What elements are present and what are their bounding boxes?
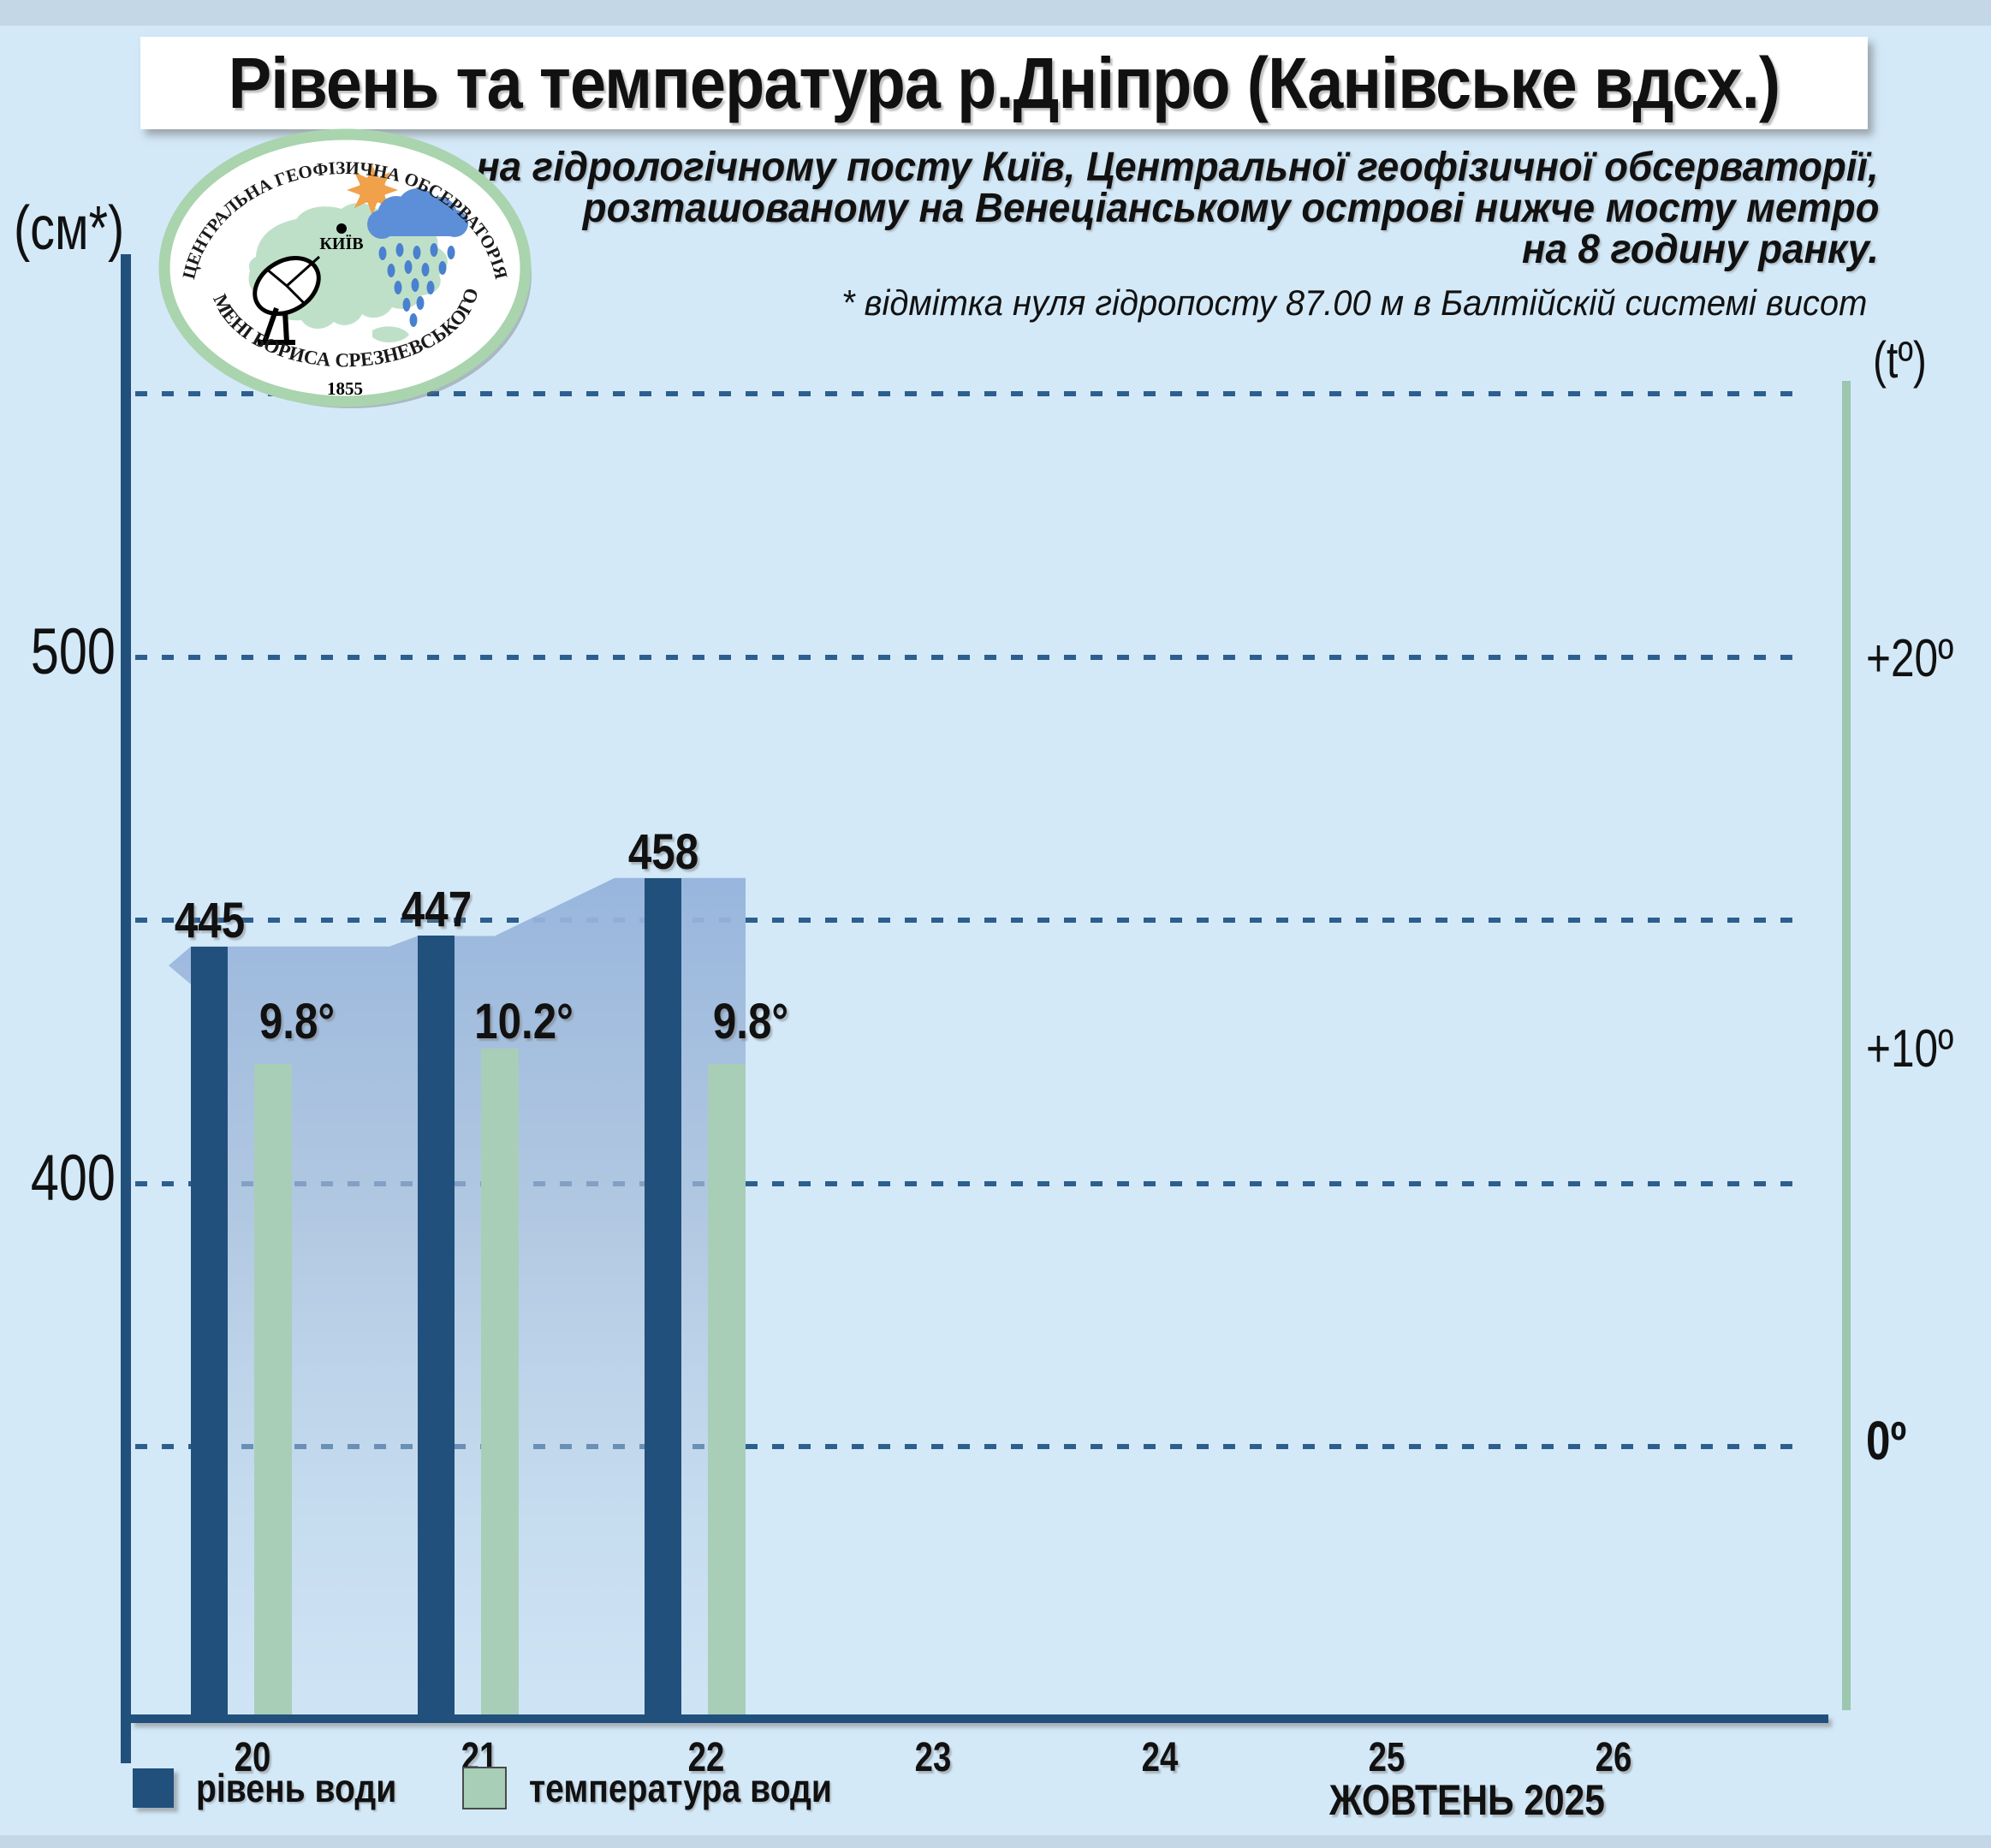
day-label-20: 20: [234, 1735, 271, 1780]
water-temp-value-22: 9.8°: [712, 994, 789, 1049]
left-axis-tick-500: 500: [30, 615, 116, 688]
rain-icon: [378, 243, 455, 327]
gridline-400: [135, 1180, 1800, 1186]
right-axis-tick-0: 0º: [1866, 1410, 1907, 1471]
left-axis-line: [121, 254, 131, 1763]
legend-item-water-temp: температура води: [462, 1765, 885, 1811]
legend-label-water-temp: температура води: [529, 1766, 832, 1810]
bottom-edge-strip: [0, 1835, 1991, 1848]
day-label-24: 24: [1141, 1735, 1179, 1780]
day-label-25: 25: [1368, 1735, 1406, 1780]
right-axis-line: [1842, 381, 1851, 1710]
gridline-550: [135, 391, 1800, 396]
water-level-value-20: 445: [174, 892, 245, 948]
month-label: ЖОВТЕНЬ 2025: [1329, 1776, 1605, 1824]
x-axis-line: [131, 1714, 1828, 1723]
water-temp-bar-22: [708, 1064, 746, 1719]
subtitle-line-2: розташованому на Венеціанському острові …: [582, 186, 1879, 231]
right-axis-tick-10: +10º: [1866, 1019, 1954, 1078]
legend-swatch-water-temp: [462, 1767, 507, 1809]
subtitle-line-3: на 8 годину ранку.: [1522, 227, 1879, 272]
water-temp-value-21: 10.2°: [474, 994, 574, 1049]
gridline-450: [135, 918, 1800, 923]
gridline-500: [135, 654, 1800, 660]
water-temp-value-20: 9.8°: [259, 994, 336, 1049]
footnote: * відмітка нуля гідропосту 87.00 м в Бал…: [841, 282, 1867, 323]
legend-swatch-water-level: [133, 1768, 174, 1808]
day-label-22: 22: [687, 1735, 725, 1780]
legend-label-water-level: рівень води: [196, 1766, 397, 1810]
subtitle-line-1: на гідрологічному посту Київ, Центрально…: [476, 145, 1879, 190]
right-axis-unit-label: (tº): [1873, 331, 1927, 389]
gridline-350: [135, 1444, 1800, 1449]
left-axis-tick-400: 400: [30, 1141, 116, 1215]
top-edge-strip: [0, 0, 1991, 26]
crimea-map: [372, 326, 409, 343]
water-temp-bar-21: [481, 1048, 519, 1719]
right-axis-tick-20: +20º: [1866, 629, 1954, 688]
legend-item-water-level: рівень води: [133, 1765, 432, 1811]
kyiv-label: КИЇВ: [319, 234, 363, 253]
water-temp-bar-20: [254, 1064, 292, 1719]
water-level-bar-20: [191, 946, 228, 1719]
logo-year: 1855: [327, 378, 363, 399]
water-level-bar-21: [418, 936, 455, 1719]
left-axis-unit-label: (см*): [14, 194, 125, 263]
water-level-value-22: 458: [627, 823, 698, 880]
page-title: Рівень та температура р.Дніпро (Канівськ…: [228, 42, 1780, 123]
title-box: Рівень та температура р.Дніпро (Канівськ…: [140, 37, 1868, 129]
satellite-dish-icon: [253, 255, 321, 345]
cloud-icon: [367, 188, 468, 239]
day-label-26: 26: [1595, 1735, 1632, 1780]
kyiv-dot: [336, 223, 347, 234]
water-level-value-21: 447: [401, 882, 472, 938]
water-level-bar-22: [645, 877, 681, 1719]
day-label-23: 23: [914, 1735, 952, 1780]
observatory-logo: КИЇВ ЦЕНТРАЛЬНА ГЕОФІЗИЧНА ОБСЕРВАТОРІЯ …: [157, 127, 532, 408]
